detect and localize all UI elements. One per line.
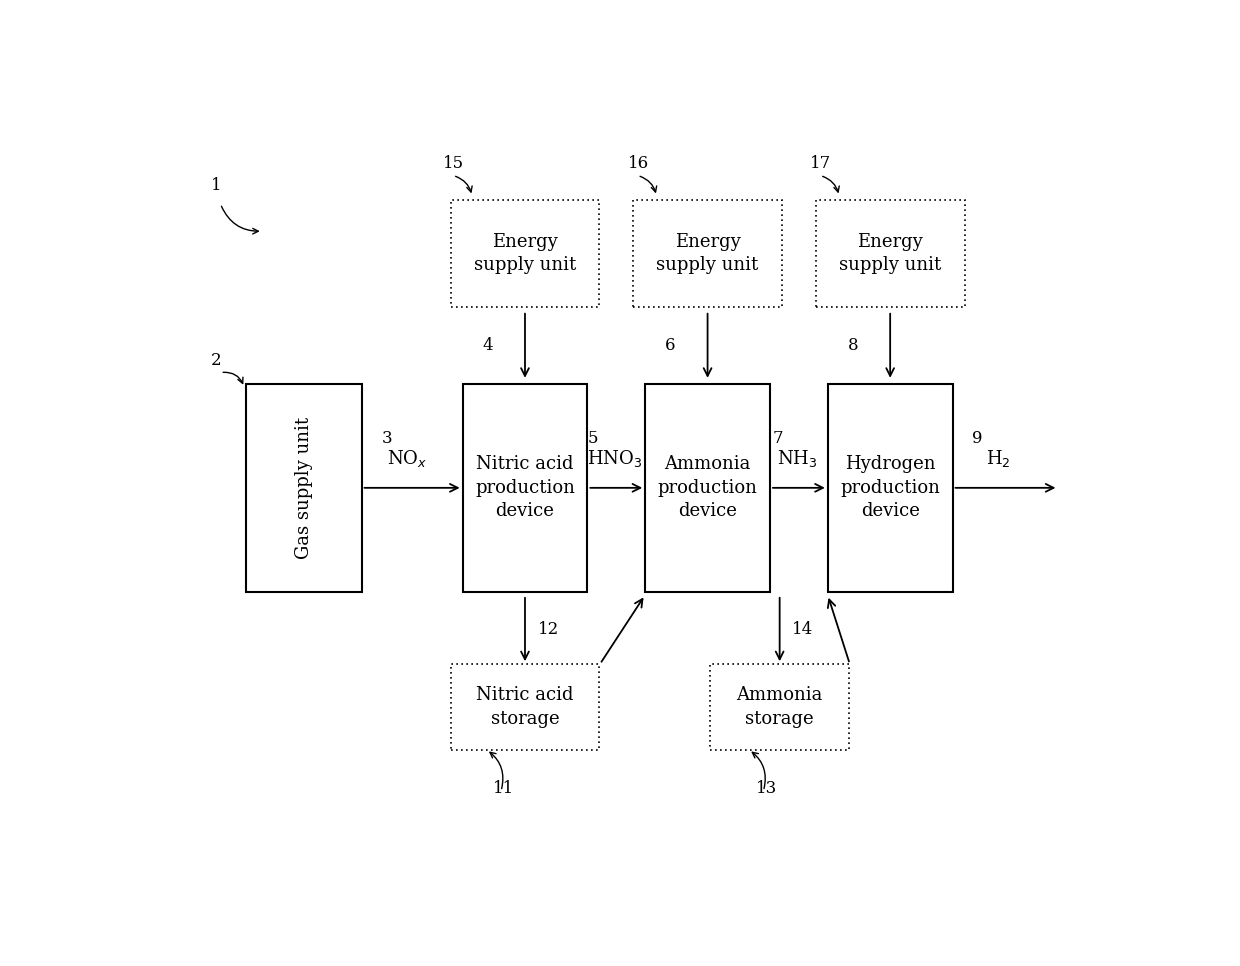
Text: 16: 16	[627, 155, 649, 172]
Text: 9: 9	[972, 430, 983, 447]
Text: Nitric acid
storage: Nitric acid storage	[476, 687, 574, 728]
Text: 14: 14	[792, 621, 813, 638]
Text: HNO$_3$: HNO$_3$	[587, 448, 642, 469]
Text: 5: 5	[588, 430, 599, 447]
Text: H$_2$: H$_2$	[987, 448, 1011, 469]
Text: 11: 11	[494, 780, 515, 797]
Text: 7: 7	[773, 430, 782, 447]
Text: 8: 8	[848, 336, 858, 354]
Text: 3: 3	[382, 430, 393, 447]
FancyBboxPatch shape	[450, 200, 599, 307]
Text: 13: 13	[755, 780, 777, 797]
Text: 17: 17	[811, 155, 832, 172]
FancyBboxPatch shape	[463, 384, 588, 592]
FancyBboxPatch shape	[450, 665, 599, 750]
FancyBboxPatch shape	[634, 200, 782, 307]
FancyBboxPatch shape	[711, 665, 849, 750]
Text: Ammonia
storage: Ammonia storage	[737, 687, 823, 728]
Text: Energy
supply unit: Energy supply unit	[474, 233, 577, 274]
Text: Nitric acid
production
device: Nitric acid production device	[475, 455, 575, 521]
Text: 1: 1	[211, 177, 222, 194]
Text: 6: 6	[666, 336, 676, 354]
Text: NO$_x$: NO$_x$	[387, 448, 427, 469]
FancyBboxPatch shape	[828, 384, 952, 592]
Text: 2: 2	[211, 352, 222, 369]
FancyBboxPatch shape	[645, 384, 770, 592]
Text: NH$_3$: NH$_3$	[776, 448, 817, 469]
Text: 4: 4	[482, 336, 494, 354]
Text: Ammonia
production
device: Ammonia production device	[657, 455, 758, 521]
Text: Energy
supply unit: Energy supply unit	[656, 233, 759, 274]
Text: 12: 12	[537, 621, 559, 638]
Text: Hydrogen
production
device: Hydrogen production device	[841, 455, 940, 521]
Text: Energy
supply unit: Energy supply unit	[839, 233, 941, 274]
FancyBboxPatch shape	[247, 384, 362, 592]
FancyBboxPatch shape	[816, 200, 965, 307]
Text: Gas supply unit: Gas supply unit	[295, 416, 312, 559]
Text: 15: 15	[444, 155, 465, 172]
